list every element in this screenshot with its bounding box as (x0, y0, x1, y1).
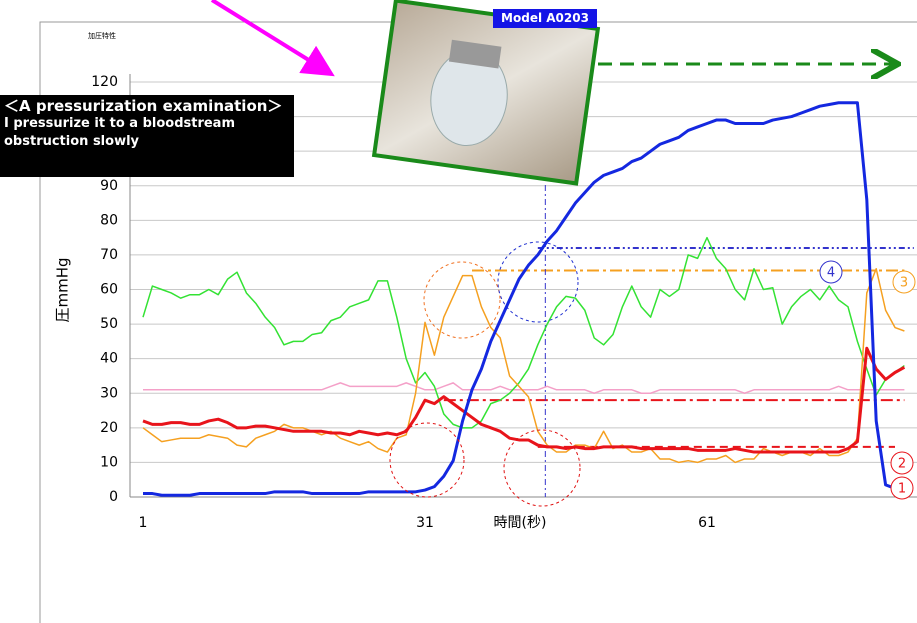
chart-title: 加圧特性 (88, 31, 116, 40)
highlight-circle (423, 261, 501, 339)
y-tick-label: 50 (100, 316, 118, 332)
ref-label-text: 4 (827, 266, 835, 281)
series-line (142, 236, 905, 429)
y-axis-label: 圧mmHg (54, 257, 72, 322)
series-line (142, 268, 905, 464)
x-tick-label: 31 (416, 515, 434, 531)
highlight-circle (389, 422, 465, 498)
ref-label-text: 3 (900, 276, 908, 291)
series-line (143, 382, 905, 394)
x-tick-label: 61 (698, 515, 716, 531)
note-box: ＜A pressurization examination＞ I pressur… (0, 95, 294, 177)
series-line (143, 101, 905, 497)
y-tick-label: 10 (100, 454, 118, 470)
plot-area: 010203040506070809010011012013161 (91, 74, 917, 531)
x-tick-label: 1 (139, 515, 148, 531)
y-tick-label: 120 (91, 74, 118, 90)
highlight-circle (503, 429, 581, 507)
y-tick-label: 60 (100, 282, 118, 298)
model-label: Model A0203 (493, 9, 597, 28)
series-line (142, 346, 906, 454)
y-tick-label: 90 (100, 178, 118, 194)
pointer-arrow (210, 0, 335, 77)
y-tick-label: 40 (100, 351, 118, 367)
y-tick-label: 20 (100, 420, 118, 436)
ref-label-text: 2 (898, 457, 906, 472)
photo (371, 0, 601, 186)
ref-label-text: 1 (898, 482, 906, 497)
ref-label: 1 2 3 4 (819, 260, 916, 500)
y-tick-label: 70 (100, 247, 118, 263)
y-tick-label: 80 (100, 212, 118, 228)
highlight-circle (497, 241, 579, 323)
y-tick-label: 30 (100, 385, 118, 401)
y-tick-label: 0 (109, 489, 118, 505)
note-title: ＜A pressurization examination＞ (4, 97, 283, 115)
note-text: I pressurize it to a bloodstream obstruc… (4, 116, 235, 149)
x-axis-label: 時間(秒) (494, 515, 547, 531)
